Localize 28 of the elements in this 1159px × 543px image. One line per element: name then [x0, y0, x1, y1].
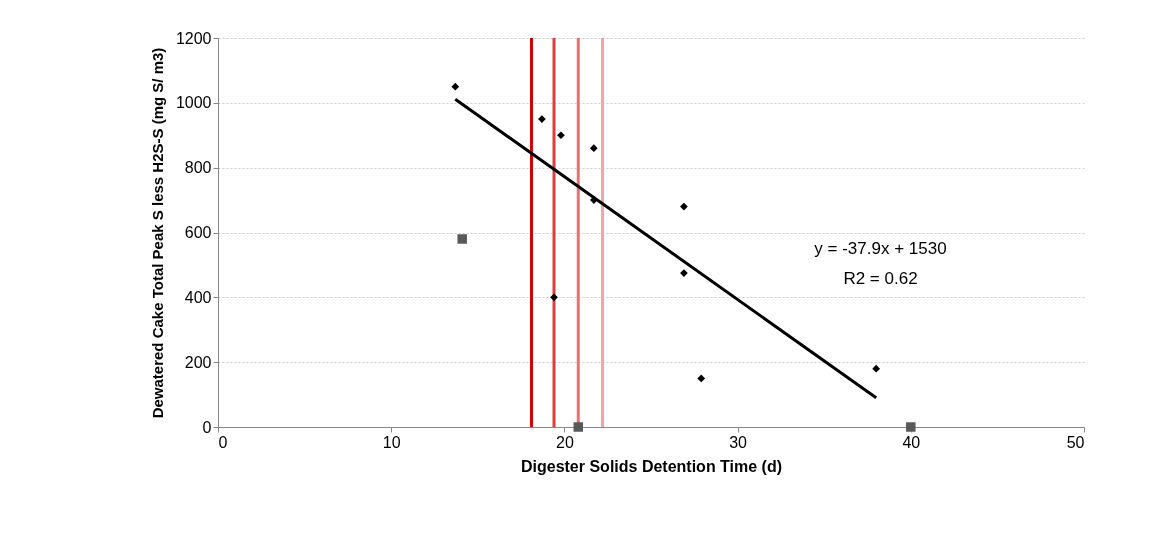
x-tick-label: 30 — [729, 433, 748, 451]
point — [538, 115, 546, 123]
point — [573, 422, 583, 432]
x-tick-label: 10 — [382, 433, 401, 451]
x-tick-label: 40 — [902, 433, 921, 451]
y-tick-label: 600 — [184, 224, 212, 241]
point — [451, 82, 460, 91]
point — [457, 234, 467, 244]
y-tick-label: 200 — [184, 353, 212, 371]
y-tick-label: 400 — [184, 288, 212, 306]
x-tick-label: 50 — [1066, 433, 1085, 451]
annotation: y = -37.9x + 1530 — [814, 239, 947, 259]
point — [557, 131, 565, 140]
y-tick-label: 800 — [184, 159, 212, 177]
point — [589, 144, 598, 153]
y-axis-title: Dewatered Cake Total Peak S less H2S-S (mg S/ m3) — [148, 47, 166, 419]
point — [550, 293, 558, 302]
annotation: R2 = 0.62 — [843, 269, 918, 289]
point — [680, 202, 688, 211]
point — [872, 364, 881, 373]
x-tick-label: 20 — [556, 433, 574, 451]
y-tick-label: 0 — [202, 418, 212, 436]
point — [697, 374, 706, 383]
y-tick-label: 1200 — [175, 29, 212, 47]
x-tick-label: 0 — [218, 433, 228, 451]
point — [906, 422, 916, 432]
y-tick-label: 1000 — [175, 94, 212, 112]
x-axis-title: Digester Solids Detention Time (d) — [520, 457, 783, 475]
